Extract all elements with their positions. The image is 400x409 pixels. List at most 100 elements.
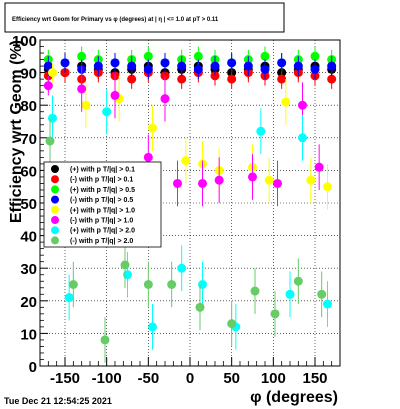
data-point: [293, 61, 303, 71]
data-point: [243, 61, 253, 71]
data-point: [277, 74, 287, 84]
data-point: [77, 84, 87, 94]
legend-label: (-) with p T/|q| > 0.5: [70, 197, 133, 204]
legend-marker: [51, 205, 59, 214]
data-point: [123, 270, 132, 280]
data-point: [160, 58, 170, 68]
data-point: [102, 107, 112, 117]
data-point: [227, 58, 237, 68]
data-point: [110, 58, 120, 68]
data-point: [127, 74, 137, 84]
data-point: [195, 302, 205, 312]
x-tick-label: 50: [223, 370, 240, 387]
y-tick-label: 80: [20, 98, 37, 115]
x-tick-labels: -150 -100 -50 0 50 100 150: [50, 370, 328, 387]
data-point: [160, 94, 170, 104]
data-point: [181, 156, 191, 166]
legend-marker: [51, 185, 59, 194]
data-point: [227, 319, 237, 329]
data-point: [43, 61, 53, 71]
data-point: [93, 61, 103, 71]
series-5: [43, 66, 324, 207]
legend-label: (+) with p T/|q| > 0.1: [70, 167, 135, 174]
data-point: [100, 335, 110, 345]
data-point: [48, 113, 57, 123]
legend-marker: [51, 216, 59, 224]
data-point: [45, 136, 55, 146]
x-tick-label: -100: [92, 370, 122, 387]
data-point: [177, 61, 187, 71]
data-point: [310, 64, 320, 74]
data-point: [210, 61, 220, 71]
legend-label: (-) with p T/|q| > 1.0: [70, 218, 133, 225]
data-point: [260, 51, 270, 61]
data-point: [127, 61, 137, 71]
data-point: [327, 61, 337, 71]
data-point: [298, 133, 307, 143]
data-point: [298, 100, 307, 110]
legend-label: (+) with p T/|q| > 2.0: [70, 228, 135, 235]
y-tick-label: 50: [20, 196, 37, 213]
data-point: [281, 97, 291, 107]
data-point: [193, 64, 203, 74]
legend-marker: [51, 236, 59, 245]
title-box: Efficiency wrt Geom for Primary vs φ (de…: [4, 2, 285, 33]
data-point: [285, 289, 295, 299]
data-point: [270, 309, 280, 319]
y-tick-label: 20: [20, 294, 37, 311]
data-point: [167, 280, 177, 289]
y-tick-label: 70: [20, 131, 37, 148]
data-point: [143, 51, 153, 61]
chart-title: Efficiency wrt Geom for Primary vs φ (de…: [12, 17, 219, 23]
legend-label: (+) with p T/|q| > 1.0: [70, 207, 135, 214]
data-point: [317, 289, 327, 299]
data-point: [248, 172, 257, 182]
legend-label: (-) with p T/|q| > 0.1: [70, 177, 133, 184]
data-point: [148, 322, 157, 332]
data-point: [120, 260, 130, 270]
data-point: [293, 276, 303, 286]
data-point: [306, 175, 316, 185]
series-3: [43, 53, 337, 80]
data-point: [143, 280, 153, 289]
legend-marker: [51, 195, 59, 204]
data-point: [314, 162, 324, 172]
data-point: [310, 51, 320, 61]
data-point: [81, 100, 91, 110]
data-point: [77, 51, 87, 61]
series-7: [45, 118, 327, 363]
y-tick-label: 60: [20, 163, 37, 180]
y-axis-title: Efficiency wrt Geom (%): [8, 40, 25, 223]
data-point: [227, 74, 237, 84]
x-tick-label: 0: [186, 370, 194, 387]
data-point: [277, 58, 287, 68]
y-tick-label: 100: [12, 33, 37, 50]
data-point: [193, 51, 203, 61]
x-axis-title: φ (degrees): [250, 389, 338, 406]
y-tick-label: 40: [20, 229, 37, 246]
legend-marker: [51, 226, 59, 235]
data-point: [260, 64, 270, 74]
data-points: [43, 46, 337, 363]
y-tick-label: 10: [20, 326, 37, 343]
legend-label: (+) with p T/|q| > 0.5: [70, 187, 135, 194]
axis-ticks: [39, 39, 341, 367]
legend: (+) with p T/|q| > 0.1 (-) with p T/|q| >…: [43, 161, 162, 248]
data-point: [256, 126, 266, 136]
data-point: [177, 74, 187, 84]
legend-marker: [51, 175, 59, 184]
series-6: [48, 88, 332, 350]
datestamp: Tue Dec 21 12:54:25 2021: [4, 396, 112, 406]
data-point: [173, 178, 182, 188]
data-point: [60, 58, 70, 68]
legend-label: (-) with p T/|q| > 2.0: [70, 238, 133, 245]
data-point: [198, 178, 207, 188]
data-point: [143, 64, 153, 74]
legend-marker: [51, 165, 59, 173]
data-point: [143, 152, 153, 162]
data-point: [250, 286, 260, 296]
data-point: [43, 81, 53, 91]
data-point: [323, 182, 332, 192]
data-point: [264, 175, 274, 185]
